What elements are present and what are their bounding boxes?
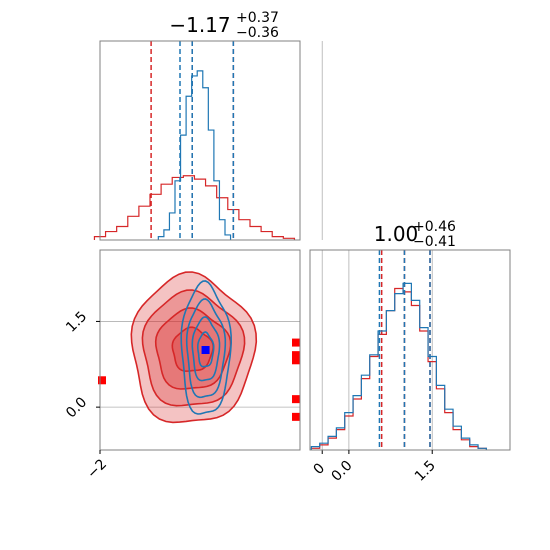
title-x-param: −1.17 <box>169 13 230 37</box>
blue-contour-3 <box>197 331 215 368</box>
red-point-2 <box>292 356 300 365</box>
red-point-0 <box>98 376 106 385</box>
red-point-4 <box>292 412 300 421</box>
blue-truth-marker <box>201 346 210 354</box>
red-hist-y <box>310 287 487 450</box>
panel-x-frame <box>99 40 301 241</box>
red-point-3 <box>292 395 300 404</box>
blue-hist-y <box>310 282 487 450</box>
title-x-value: −1.17 <box>169 13 230 37</box>
title-y-param: 1.00 <box>374 222 419 246</box>
title-x-lower: −0.36 <box>236 25 279 41</box>
red-point-1 <box>292 351 300 360</box>
title-y-value: 1.00 <box>374 222 419 246</box>
panel-y-frame <box>309 249 511 451</box>
panel-x-marginal: −1.17 +0.37 −0.36 <box>93 10 323 241</box>
blue-contour-1 <box>185 298 227 399</box>
title-x-upper: +0.37 <box>236 10 279 26</box>
title-y-upper: +0.46 <box>413 219 456 235</box>
blue-contour-2 <box>191 316 221 382</box>
panel-2d-frame <box>99 249 301 451</box>
panel-2d: −2 00.01.5 <box>63 249 328 482</box>
blue-contour-0 <box>180 280 233 415</box>
title-y-lower: −0.41 <box>413 234 456 250</box>
blue-hist-x <box>157 70 232 240</box>
red-point-5 <box>292 338 300 347</box>
red-hist-x <box>93 175 296 240</box>
